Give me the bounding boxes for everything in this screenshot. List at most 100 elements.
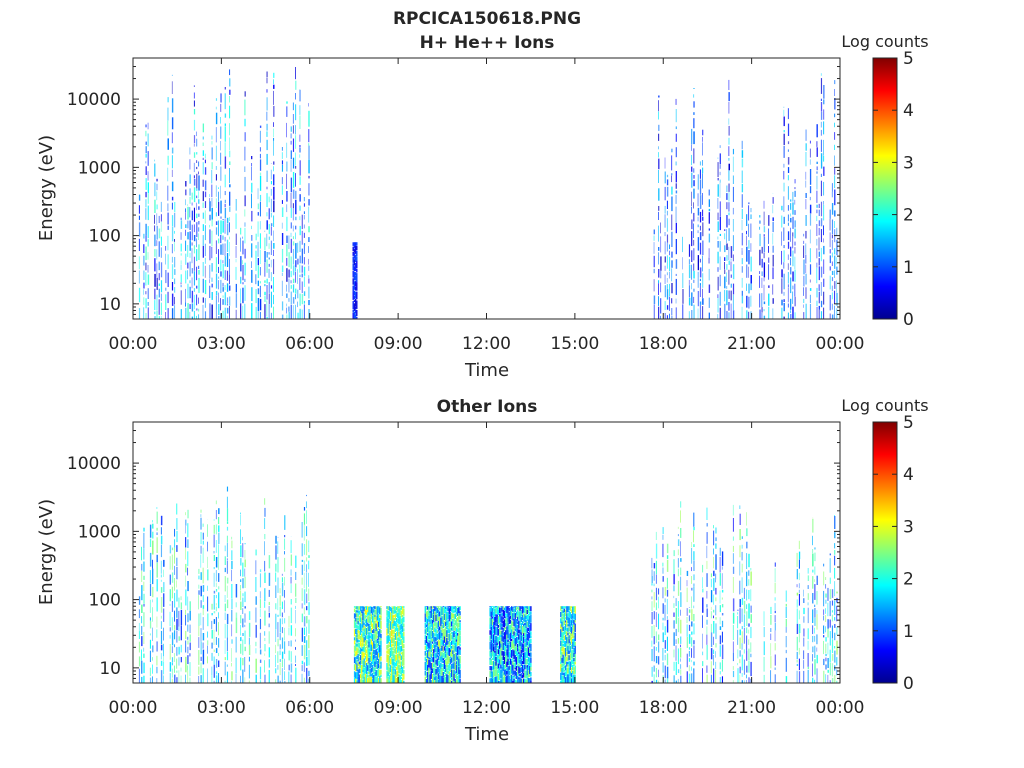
spectrogram-cell	[198, 233, 200, 240]
spectrogram-cell	[675, 133, 677, 142]
spectrogram-cell	[561, 675, 563, 683]
spectrogram-cell	[292, 297, 295, 304]
spectrogram-cell	[803, 233, 805, 237]
spectrogram-cell	[143, 604, 145, 607]
spectrogram-cell	[693, 202, 694, 209]
spectrogram-cell	[257, 280, 259, 287]
spectrogram-cell	[792, 250, 794, 267]
spectrogram-cell	[823, 635, 825, 638]
spectrogram-cell	[527, 641, 530, 647]
spectrogram-cell	[814, 547, 816, 550]
spectrogram-cell	[706, 560, 708, 569]
spectrogram-cell	[490, 626, 492, 631]
spectrogram-cell	[530, 652, 532, 658]
spectrogram-cell	[491, 666, 494, 671]
spectrogram-cell	[427, 639, 429, 642]
spectrogram-cell	[787, 149, 789, 152]
spectrogram-cell	[503, 674, 506, 683]
spectrogram-cell	[739, 629, 741, 636]
spectrogram-cell	[376, 643, 379, 648]
spectrogram-cell	[445, 606, 447, 610]
spectrogram-cell	[401, 606, 404, 609]
spectrogram-cell	[507, 674, 509, 683]
spectrogram-cell	[790, 213, 791, 217]
spectrogram-cell	[244, 591, 246, 603]
spectrogram-cell	[664, 679, 666, 683]
spectrogram-cell	[376, 675, 379, 683]
spectrogram-cell	[222, 310, 224, 319]
spectrogram-cell	[812, 569, 814, 573]
spectrogram-cell	[425, 635, 428, 644]
spectrogram-cell	[198, 584, 200, 589]
spectrogram-cell	[391, 607, 393, 614]
spectrogram-cell	[518, 663, 520, 667]
spectrogram-cell	[374, 629, 376, 634]
spectrogram-cell	[196, 308, 198, 311]
spectrogram-cell	[167, 185, 169, 201]
spectrogram-cell	[820, 112, 823, 120]
spectrogram-cell	[198, 637, 200, 648]
spectrogram-cell	[699, 267, 702, 278]
spectrogram-cell	[691, 128, 693, 145]
spectrogram-cell	[706, 634, 708, 645]
spectrogram-cell	[226, 613, 229, 625]
spectrogram-cell	[301, 248, 303, 264]
spectrogram-cell	[259, 172, 262, 176]
spectrogram-cell	[244, 209, 246, 217]
spectrogram-cell	[523, 637, 525, 644]
spectrogram-cell	[445, 658, 447, 665]
spectrogram-cell	[169, 635, 171, 639]
spectrogram-cell	[497, 668, 500, 674]
spectrogram-cell	[732, 219, 734, 232]
spectrogram-cell	[702, 216, 704, 221]
spectrogram-cell	[377, 606, 380, 613]
spectrogram-cell	[356, 316, 358, 319]
spectrogram-cell	[452, 669, 454, 676]
spectrogram-cell	[809, 186, 812, 194]
spectrogram-cell	[425, 652, 428, 659]
spectrogram-cell	[436, 641, 438, 646]
spectrogram-cell	[371, 652, 374, 656]
spectrogram-cell	[763, 674, 765, 683]
spectrogram-cell	[394, 654, 397, 662]
spectrogram-cell	[154, 316, 156, 319]
spectrogram-cell	[235, 293, 238, 308]
spectrogram-cell	[459, 678, 461, 683]
spectrogram-cell	[746, 589, 748, 601]
spectrogram-cell	[435, 665, 437, 669]
x-tick-label: 21:00	[727, 698, 776, 718]
spectrogram-cell	[288, 269, 290, 278]
spectrogram-cell	[185, 288, 186, 302]
spectrogram-cell	[357, 620, 359, 625]
spectrogram-cell	[187, 640, 189, 645]
spectrogram-cell	[724, 257, 726, 261]
spectrogram-cell	[730, 274, 732, 278]
spectrogram-cell	[669, 296, 670, 311]
spectrogram-cell	[662, 587, 664, 599]
spectrogram-cell	[713, 525, 714, 529]
spectrogram-cell	[787, 108, 789, 120]
spectrogram-cell	[369, 609, 371, 617]
spectrogram-cell	[741, 536, 743, 539]
spectrogram-cell	[834, 155, 835, 166]
spectrogram-cell	[268, 631, 270, 644]
spectrogram-cell	[501, 641, 503, 651]
spectrogram-cell	[270, 272, 272, 282]
spectrogram-cell	[352, 312, 354, 319]
spectrogram-cell	[424, 650, 426, 656]
spectrogram-cell	[489, 657, 491, 660]
spectrogram-cell	[741, 209, 743, 219]
spectrogram-cell	[226, 585, 228, 598]
spectrogram-cell	[823, 245, 825, 255]
spectrogram-cell	[505, 676, 507, 683]
spectrogram-cell	[187, 665, 189, 671]
spectrogram-cell	[359, 631, 362, 636]
spectrogram-cell	[244, 285, 246, 301]
spectrogram-cell	[395, 677, 398, 683]
spectrogram-cell	[218, 638, 220, 648]
spectrogram-cell	[273, 166, 274, 172]
spectrogram-cell	[399, 646, 401, 653]
spectrogram-cell	[403, 644, 405, 649]
spectrogram-cell	[447, 664, 449, 670]
spectrogram-cell	[805, 303, 807, 319]
